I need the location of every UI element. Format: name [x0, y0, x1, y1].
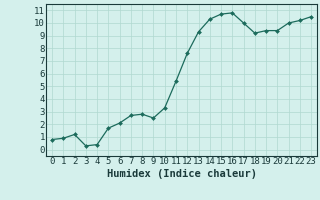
X-axis label: Humidex (Indice chaleur): Humidex (Indice chaleur)	[107, 169, 257, 179]
